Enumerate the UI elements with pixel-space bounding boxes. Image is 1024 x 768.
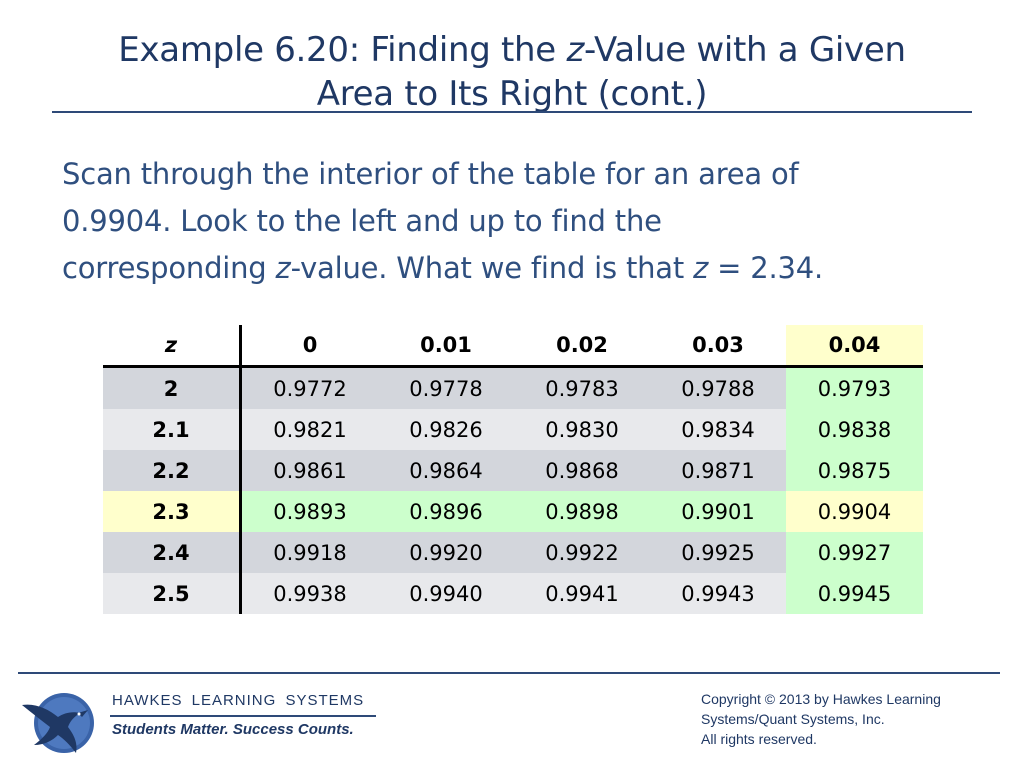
body-line-3-mid: -value. What we find is that xyxy=(290,251,694,285)
body-z-variable: z xyxy=(275,251,291,285)
table-cell: 0.9940 xyxy=(378,573,514,614)
table-cell-highlighted: 0.9901 xyxy=(650,491,786,532)
table-cell-highlighted: 0.9927 xyxy=(786,532,923,573)
body-text: Scan through the interior of the table f… xyxy=(62,151,942,292)
z-table: z 0 0.01 0.02 0.03 0.04 2 0.9772 0.9778 … xyxy=(103,325,923,614)
table-cell-highlighted: 0.9898 xyxy=(514,491,650,532)
table-cell-highlighted: 0.9945 xyxy=(786,573,923,614)
z-row-label: 2.4 xyxy=(103,532,242,573)
table-cell-highlighted: 0.9793 xyxy=(786,366,923,409)
table-cell: 0.9920 xyxy=(378,532,514,573)
brand-name: HAWKES LEARNING SYSTEMS xyxy=(112,692,365,709)
table-cell: 0.9778 xyxy=(378,366,514,409)
z-row-label: 2.1 xyxy=(103,409,242,450)
body-line-2: 0.9904. Look to the left and up to find … xyxy=(62,204,662,238)
table-row: 2.2 0.9861 0.9864 0.9868 0.9871 0.9875 xyxy=(103,450,923,491)
hawk-logo-icon xyxy=(22,693,94,753)
slide-title: Example 6.20: Finding the z-Value with a… xyxy=(52,28,972,116)
body-line-3: corresponding z-value. What we find is t… xyxy=(62,245,942,292)
body-line-3-pre: corresponding xyxy=(62,251,276,285)
table-cell: 0.9922 xyxy=(514,532,650,573)
body-line-3-post: = 2.34. xyxy=(708,251,824,285)
table-cell: 0.9918 xyxy=(240,532,378,573)
title-line-1: Example 6.20: Finding the z-Value with a… xyxy=(52,28,972,72)
table-cell: 0.9826 xyxy=(378,409,514,450)
table-cell-highlighted: 0.9875 xyxy=(786,450,923,491)
z-row-label: 2.5 xyxy=(103,573,242,614)
column-header-highlighted: 0.04 xyxy=(786,325,923,368)
brand-tagline: Students Matter. Success Counts. xyxy=(112,721,354,738)
table-cell: 0.9788 xyxy=(650,366,786,409)
table-cell: 0.9941 xyxy=(514,573,650,614)
table-cell: 0.9783 xyxy=(514,366,650,409)
table-row: 2 0.9772 0.9778 0.9783 0.9788 0.9793 xyxy=(103,366,923,409)
body-line-1: Scan through the interior of the table f… xyxy=(62,157,799,191)
title-z-variable: z xyxy=(566,30,584,70)
title-line-2: Area to Its Right (cont.) xyxy=(316,74,708,114)
column-header: 0 xyxy=(240,325,378,368)
table-cell: 0.9925 xyxy=(650,532,786,573)
table-cell-highlighted: 0.9896 xyxy=(378,491,514,532)
z-row-label: 2 xyxy=(103,366,242,409)
title-text-pre: Example 6.20: Finding the xyxy=(118,30,567,70)
table-row: 2.1 0.9821 0.9826 0.9830 0.9834 0.9838 xyxy=(103,409,923,450)
table-cell-highlighted: 0.9838 xyxy=(786,409,923,450)
copyright-notice: Copyright © 2013 by Hawkes Learning Syst… xyxy=(701,689,1001,749)
body-z-variable-2: z xyxy=(693,251,709,285)
table-cell: 0.9871 xyxy=(650,450,786,491)
brand-underline xyxy=(110,715,376,717)
z-column-header: z xyxy=(103,325,242,368)
table-header-row: z 0 0.01 0.02 0.03 0.04 xyxy=(103,325,923,368)
column-header: 0.01 xyxy=(378,325,514,368)
table-cell: 0.9868 xyxy=(514,450,650,491)
column-header: 0.02 xyxy=(514,325,650,368)
table-cell: 0.9772 xyxy=(240,366,378,409)
table-cell: 0.9834 xyxy=(650,409,786,450)
z-row-label: 2.2 xyxy=(103,450,242,491)
z-row-label-highlighted: 2.3 xyxy=(103,491,242,532)
table-cell: 0.9861 xyxy=(240,450,378,491)
column-header: 0.03 xyxy=(650,325,786,368)
copyright-line-1: Copyright © 2013 by Hawkes Learning xyxy=(701,691,941,707)
title-text-post: -Value with a Given xyxy=(583,30,906,70)
table-row: 2.5 0.9938 0.9940 0.9941 0.9943 0.9945 xyxy=(103,573,923,614)
table-cell: 0.9943 xyxy=(650,573,786,614)
table-cell-highlighted: 0.9893 xyxy=(240,491,378,532)
title-divider xyxy=(52,111,972,113)
table-row-highlighted: 2.3 0.9893 0.9896 0.9898 0.9901 0.9904 xyxy=(103,491,923,532)
copyright-line-2: Systems/Quant Systems, Inc. xyxy=(701,711,885,727)
table-cell: 0.9864 xyxy=(378,450,514,491)
table-cell: 0.9938 xyxy=(240,573,378,614)
table-row: 2.4 0.9918 0.9920 0.9922 0.9925 0.9927 xyxy=(103,532,923,573)
target-area-cell: 0.9904 xyxy=(786,491,923,532)
footer-divider xyxy=(18,672,1000,674)
table-cell: 0.9821 xyxy=(240,409,378,450)
table-cell: 0.9830 xyxy=(514,409,650,450)
copyright-line-3: All rights reserved. xyxy=(701,731,817,747)
